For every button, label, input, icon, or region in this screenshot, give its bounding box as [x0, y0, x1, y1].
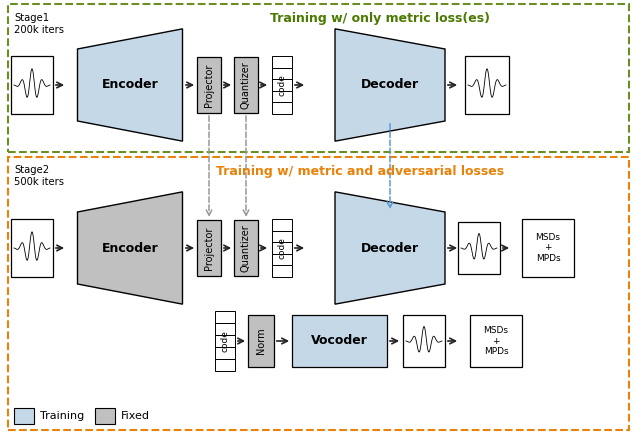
Text: Decoder: Decoder	[361, 78, 419, 92]
Text: Projector: Projector	[204, 226, 214, 270]
Text: Encoder: Encoder	[102, 78, 158, 92]
Text: Norm: Norm	[256, 328, 266, 354]
Bar	[234, 57, 258, 113]
Bar	[272, 67, 292, 79]
Bar	[292, 315, 387, 367]
Bar	[403, 315, 445, 367]
Text: MSDs
+
MPDs: MSDs + MPDs	[483, 326, 509, 356]
Text: Training w/ metric and adversarial losses: Training w/ metric and adversarial losse…	[216, 165, 504, 178]
Bar	[215, 323, 235, 335]
Bar	[522, 219, 574, 277]
Text: Vocoder: Vocoder	[310, 335, 368, 347]
Bar	[215, 311, 235, 323]
Text: Projector: Projector	[204, 64, 214, 107]
Text: Stage1
200k iters: Stage1 200k iters	[14, 13, 64, 35]
Bar	[11, 56, 53, 114]
Bar	[234, 220, 258, 276]
Text: Fixed: Fixed	[121, 411, 150, 421]
Bar	[272, 102, 292, 114]
Polygon shape	[335, 29, 445, 141]
Bar	[465, 56, 509, 114]
Bar	[11, 219, 53, 277]
Bar	[272, 56, 292, 67]
Text: Encoder: Encoder	[102, 241, 158, 254]
Bar	[272, 79, 292, 91]
Text: Stage2
500k iters: Stage2 500k iters	[14, 165, 64, 187]
Bar	[215, 335, 235, 347]
Bar	[197, 57, 221, 113]
Polygon shape	[78, 192, 183, 304]
Text: code: code	[277, 237, 286, 259]
Bar	[95, 408, 115, 424]
Bar	[14, 408, 34, 424]
Bar	[8, 4, 629, 152]
Bar	[458, 222, 500, 274]
Text: Training w/ only metric loss(es): Training w/ only metric loss(es)	[270, 12, 490, 25]
Bar	[248, 315, 274, 367]
Text: code: code	[277, 74, 286, 96]
Bar	[272, 242, 292, 254]
Text: Quantizer: Quantizer	[241, 61, 251, 109]
Bar	[215, 347, 235, 359]
Polygon shape	[78, 29, 183, 141]
Polygon shape	[335, 192, 445, 304]
Text: Quantizer: Quantizer	[241, 224, 251, 272]
Text: code: code	[221, 330, 230, 352]
Bar	[272, 265, 292, 277]
Bar	[197, 220, 221, 276]
Bar	[272, 219, 292, 230]
Bar	[470, 315, 522, 367]
Bar	[272, 230, 292, 242]
Text: Training: Training	[40, 411, 84, 421]
Bar	[8, 157, 629, 430]
Bar	[272, 91, 292, 102]
Text: Decoder: Decoder	[361, 241, 419, 254]
Bar	[215, 359, 235, 371]
Text: MSDs
+
MPDs: MSDs + MPDs	[536, 233, 560, 263]
Bar	[272, 254, 292, 265]
